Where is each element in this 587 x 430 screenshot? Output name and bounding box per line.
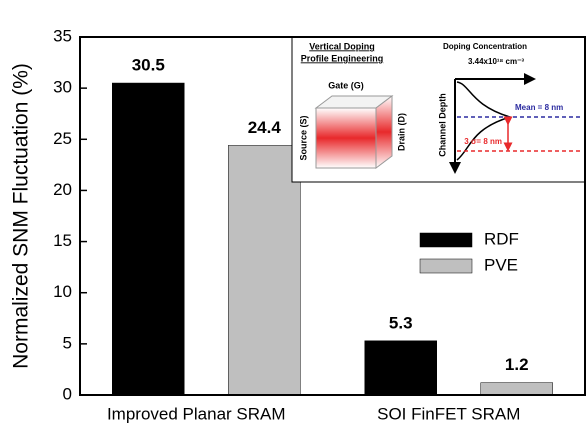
profile-title: Doping Concentration bbox=[443, 42, 527, 51]
plot-frame bbox=[79, 36, 586, 396]
depth-label: Channel Depth bbox=[437, 93, 447, 157]
bar bbox=[480, 382, 553, 396]
y-tick-label: 0 bbox=[63, 384, 72, 403]
inset-title: Vertical Doping bbox=[309, 41, 375, 51]
x-tick-label: SOI FinFET SRAM bbox=[377, 404, 520, 423]
y-tick-label: 30 bbox=[53, 78, 72, 97]
value-label: 30.5 bbox=[132, 56, 165, 75]
cube-side bbox=[375, 95, 393, 169]
sigma-label: 3 σ= 8 nm bbox=[464, 137, 502, 146]
cube-front bbox=[315, 107, 377, 169]
legend-label: RDF bbox=[484, 229, 519, 248]
inset-title: Profile Engineering bbox=[301, 53, 384, 63]
y-tick-label: 5 bbox=[63, 333, 72, 352]
y-tick-label: 20 bbox=[53, 180, 72, 199]
peak-label: 3.44x10¹⁸ cm⁻³ bbox=[468, 57, 524, 66]
value-label: 1.2 bbox=[505, 355, 529, 374]
value-label: 5.3 bbox=[389, 313, 413, 332]
y-axis-label: Normalized SNM Fluctuation (%) bbox=[10, 63, 33, 369]
bar bbox=[364, 340, 437, 396]
y-tick-label: 35 bbox=[53, 26, 72, 45]
legend-swatch bbox=[419, 232, 473, 248]
y-tick-label: 15 bbox=[53, 231, 72, 250]
source-label: Source (S) bbox=[298, 115, 308, 160]
x-tick-label: Improved Planar SRAM bbox=[107, 404, 286, 423]
y-tick-label: 10 bbox=[53, 282, 72, 301]
drain-label: Drain (D) bbox=[396, 113, 406, 151]
gate-label: Gate (G) bbox=[328, 80, 364, 90]
value-label: 24.4 bbox=[248, 118, 282, 137]
inset: Vertical Doping Profile Engineering Gate… bbox=[291, 36, 586, 183]
y-tick-label: 25 bbox=[53, 129, 72, 148]
mean-label: Mean = 8 nm bbox=[515, 103, 563, 112]
legend-swatch bbox=[419, 258, 473, 274]
bar bbox=[112, 82, 185, 396]
legend-label: PVE bbox=[484, 255, 518, 274]
bar bbox=[228, 145, 301, 396]
